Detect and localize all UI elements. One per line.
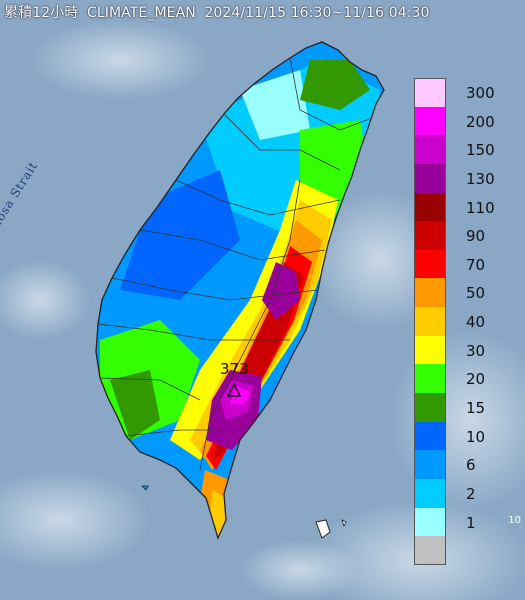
legend-swatch [414, 135, 446, 164]
offshore-islands [141, 485, 347, 539]
county-boundaries [97, 57, 373, 471]
legend-row: 10 [414, 421, 500, 451]
legend-label: 15 [466, 399, 486, 418]
legend-row: 110 [414, 192, 500, 222]
legend-label: 30 [466, 341, 486, 360]
legend-label: 200 [466, 112, 495, 131]
legend-row [414, 536, 500, 565]
legend-swatch [414, 478, 446, 508]
corner-text: 10 [508, 515, 521, 526]
legend-label: 300 [466, 84, 495, 102]
legend-label: 150 [466, 141, 495, 160]
legend-swatch [414, 393, 446, 422]
legend-label: 90 [466, 227, 486, 246]
legend-label: 70 [466, 255, 486, 274]
legend-swatch [414, 278, 446, 308]
legend-row: 300 [414, 78, 500, 107]
legend-swatch [414, 307, 446, 336]
legend-row: 50 [414, 278, 500, 308]
title-product: CLIMATE_MEAN [86, 5, 196, 21]
legend-label: 50 [466, 284, 486, 303]
legend-row: 150 [414, 135, 500, 164]
legend-label: 40 [466, 313, 486, 332]
coastline [95, 41, 385, 540]
legend-swatch [414, 421, 446, 451]
legend-swatch [414, 249, 446, 279]
legend-swatch [414, 221, 446, 250]
title-period: 2024/11/15 16:30~11/16 04:30 [204, 5, 430, 21]
legend-swatch [414, 450, 446, 479]
legend-label: 110 [466, 198, 495, 217]
legend-row: 90 [414, 221, 500, 250]
legend-swatch [414, 507, 446, 537]
title-prefix: 累積12小時 [4, 5, 79, 21]
legend-swatch [414, 106, 446, 136]
legend-swatch [414, 78, 446, 107]
legend-row: 70 [414, 249, 500, 279]
color-legend: 300 200 150 130 110 90 70 50 40 30 20 15 10 6 2 1 [414, 78, 500, 565]
legend-label: 10 [466, 427, 486, 446]
legend-label: 2 [466, 484, 476, 503]
legend-swatch [414, 163, 446, 193]
map-title: 累積12小時 CLIMATE_MEAN 2024/11/15 16:30~11/… [4, 2, 430, 22]
legend-row: 130 [414, 163, 500, 193]
legend-row: 200 [414, 106, 500, 136]
legend-row: 6 [414, 450, 500, 479]
legend-row: 40 [414, 307, 500, 336]
peak-value-label: 373 [220, 360, 249, 378]
legend-row: 1 [414, 507, 500, 537]
legend-label: 1 [466, 513, 476, 532]
legend-swatch [414, 335, 446, 365]
legend-label: 130 [466, 169, 495, 188]
legend-swatch [414, 536, 446, 565]
legend-label: 20 [466, 370, 486, 389]
legend-row: 30 [414, 335, 500, 365]
peak-marker-icon [226, 382, 242, 397]
legend-swatch [414, 192, 446, 222]
legend-row: 20 [414, 364, 500, 394]
legend-label: 6 [466, 456, 476, 475]
legend-row: 15 [414, 393, 500, 422]
legend-swatch [414, 364, 446, 394]
legend-row: 2 [414, 478, 500, 508]
